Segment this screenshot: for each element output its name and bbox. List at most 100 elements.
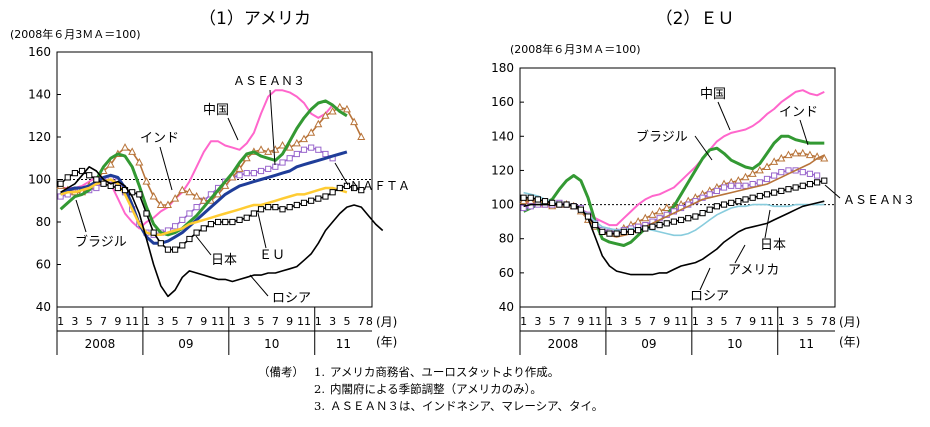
year-label: 11 bbox=[799, 337, 814, 351]
series-point-marker bbox=[763, 191, 771, 198]
notes-prefix: （備考） bbox=[258, 365, 304, 379]
series-point-marker bbox=[106, 160, 115, 168]
x-tick-label: 1 bbox=[606, 315, 613, 328]
chart1-annotations: 中国 ＡＳＥＡＮ３ インド ＮＡＦＴＡ ブラジル 日本 ＥＵ ロシア bbox=[75, 74, 410, 306]
series-point-marker bbox=[179, 242, 186, 249]
series-point-marker bbox=[172, 223, 179, 230]
note-number: 1. bbox=[314, 365, 325, 379]
note-number: 2. bbox=[314, 382, 325, 396]
series-point-marker bbox=[142, 177, 151, 185]
series-point-marker bbox=[641, 213, 650, 222]
series-point-marker bbox=[179, 216, 186, 223]
chart1-y-axis: 40 60 80 100 120 140 160 bbox=[28, 45, 61, 314]
series-point-marker bbox=[821, 177, 828, 184]
series-point-marker bbox=[250, 170, 257, 177]
series-ロシア bbox=[60, 166, 384, 298]
series-point-marker bbox=[321, 111, 330, 119]
series-point-marker bbox=[635, 227, 642, 234]
series-point-marker bbox=[670, 218, 678, 225]
x-tick-label: 1 bbox=[229, 315, 236, 328]
series-point-marker bbox=[520, 204, 527, 212]
label2-usa: アメリカ bbox=[728, 263, 779, 278]
series-point-marker bbox=[806, 180, 814, 188]
series-point-marker bbox=[592, 221, 599, 229]
series-point-marker bbox=[100, 180, 107, 187]
x-tick-label: 3 bbox=[620, 315, 627, 328]
series-point-marker bbox=[778, 187, 785, 195]
series-point-marker bbox=[699, 210, 706, 217]
series-point-marker bbox=[713, 203, 720, 210]
x-tick-label: 11 bbox=[760, 315, 774, 328]
series-point-marker bbox=[784, 150, 793, 159]
label2-china: 中国 bbox=[700, 87, 726, 102]
x-unit-month: (月) bbox=[839, 315, 860, 329]
x-tick-label: 5 bbox=[721, 315, 728, 328]
x-tick-label: 5 bbox=[549, 315, 556, 328]
series-point-marker bbox=[314, 119, 323, 128]
x-tick-label: 9 bbox=[200, 315, 207, 328]
series-point-marker bbox=[64, 174, 71, 181]
year-label: 10 bbox=[727, 337, 742, 351]
series-line bbox=[522, 134, 825, 247]
series-point-marker bbox=[164, 246, 172, 253]
series-point-marker bbox=[200, 225, 207, 232]
series-point-marker bbox=[814, 172, 821, 179]
series-point-marker bbox=[805, 150, 814, 159]
series-point-marker bbox=[792, 184, 799, 191]
y-tick-label: 120 bbox=[28, 130, 51, 144]
series-point-marker bbox=[563, 201, 570, 208]
x-tick-label: 1 bbox=[692, 315, 699, 328]
x-tick-label: 3 bbox=[792, 315, 799, 328]
y-tick-label: 160 bbox=[28, 45, 51, 59]
x-tick-label: 9 bbox=[286, 315, 293, 328]
series-point-marker bbox=[300, 146, 308, 153]
series-point-marker bbox=[699, 194, 706, 201]
series-point-marker bbox=[193, 204, 200, 211]
series-point-marker bbox=[278, 140, 287, 149]
series-point-marker bbox=[741, 172, 750, 181]
series-point-marker bbox=[520, 194, 527, 201]
series-point-marker bbox=[328, 106, 337, 115]
series-point-marker bbox=[243, 170, 250, 177]
x-tick-label: 11 bbox=[674, 315, 688, 328]
series-EU bbox=[60, 178, 348, 237]
series-point-marker bbox=[762, 162, 772, 171]
x-tick-label: 5 bbox=[172, 315, 179, 328]
series-point-marker bbox=[599, 228, 606, 235]
label2-india: インド bbox=[779, 105, 818, 120]
series-point-marker bbox=[785, 186, 792, 193]
series-point-marker bbox=[286, 204, 293, 211]
series-ブラジル bbox=[59, 99, 348, 237]
series-point-marker bbox=[229, 218, 236, 226]
y-tick-label: 100 bbox=[28, 173, 51, 187]
series-point-marker bbox=[143, 210, 150, 217]
series-point-marker bbox=[728, 182, 735, 189]
series-point-marker bbox=[185, 187, 194, 196]
series-point-marker bbox=[777, 153, 786, 162]
series-point-marker bbox=[243, 214, 250, 221]
series-point-marker bbox=[279, 206, 286, 213]
y-tick-label: 100 bbox=[491, 198, 514, 212]
series-point-marker bbox=[742, 196, 749, 203]
series-point-marker bbox=[656, 221, 663, 229]
series-point-marker bbox=[300, 199, 308, 206]
series-point-marker bbox=[720, 184, 728, 191]
x-tick-label: 7 bbox=[649, 315, 656, 328]
series-point-marker bbox=[157, 240, 164, 247]
series-point-marker bbox=[584, 213, 592, 220]
x-tick-label: 7 bbox=[272, 315, 279, 328]
series-point-marker bbox=[315, 146, 322, 153]
label2-russia: ロシア bbox=[690, 289, 729, 304]
series-point-marker bbox=[322, 193, 329, 200]
series-point-marker bbox=[163, 200, 172, 208]
series-point-marker bbox=[192, 191, 201, 200]
chart2-series bbox=[519, 89, 829, 276]
series-point-marker bbox=[156, 200, 165, 208]
series-point-marker bbox=[193, 229, 200, 236]
note-text: ＡＳＥＡＮ３は、インドネシア、マレーシア、タイ。 bbox=[330, 399, 604, 413]
label2-japan: 日本 bbox=[760, 238, 786, 253]
series-point-marker bbox=[322, 150, 329, 158]
series-point-marker bbox=[735, 182, 742, 189]
series-point-marker bbox=[186, 210, 193, 217]
x-tick-label: 1 bbox=[315, 315, 322, 328]
